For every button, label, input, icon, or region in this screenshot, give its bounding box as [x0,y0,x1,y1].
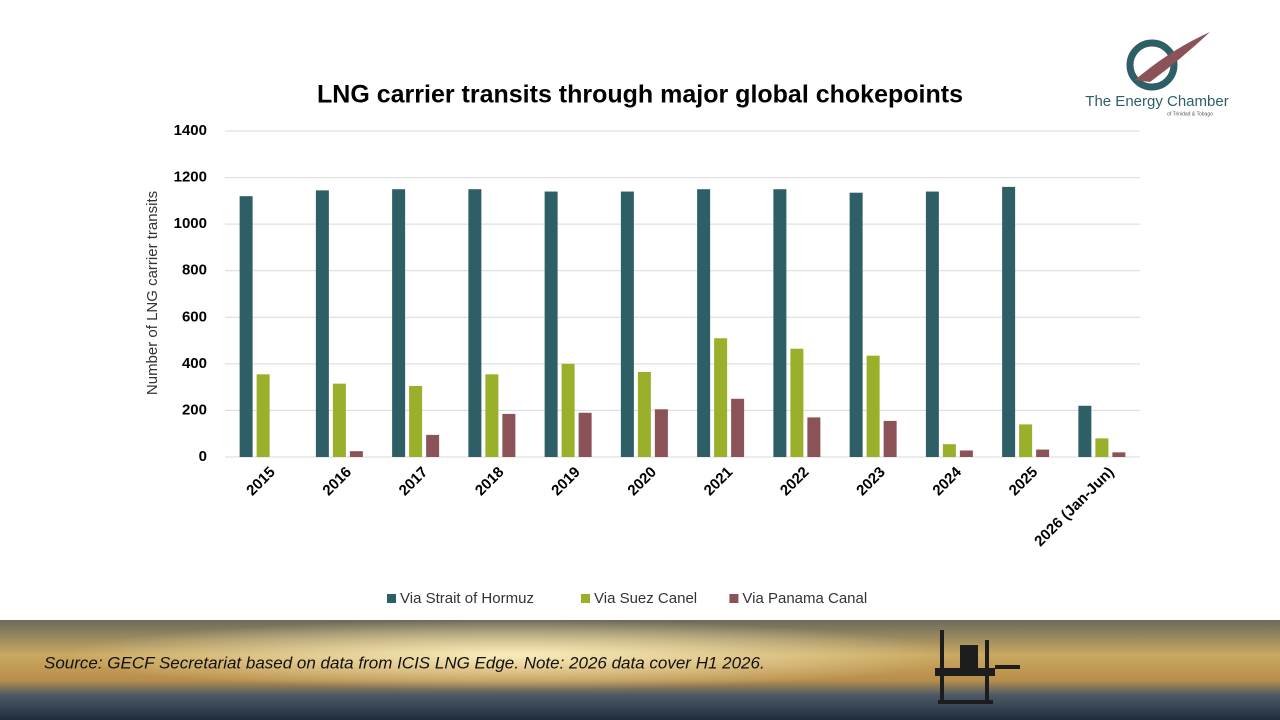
y-tick-label: 600 [182,308,207,325]
bar [349,451,363,457]
x-tick-label: 2020 [624,464,660,500]
bar [925,191,939,458]
bar [332,383,346,457]
x-tick-label: 2019 [548,464,584,500]
x-tick-label: 2016 [319,464,355,500]
x-tick-label: 2018 [472,464,508,500]
bar [468,189,482,457]
source-note: Source: GECF Secretariat based on data f… [44,653,765,672]
legend-swatch [581,594,590,603]
chart-title: LNG carrier transits through major globa… [317,81,963,109]
x-tick-label: 2023 [853,464,889,500]
bar [1002,186,1016,457]
bar [544,191,558,458]
bar [426,434,440,457]
bar [485,374,499,457]
bar [256,374,270,457]
legend-label: Via Strait of Hormuz [400,590,534,607]
bar [239,196,253,457]
bar [409,385,423,457]
x-tick-label: 2021 [701,464,737,500]
bar [807,417,821,457]
bar [866,355,880,457]
logo-name: The Energy Chamber [1085,93,1228,110]
bar [1095,438,1109,457]
bar [790,348,804,457]
bar [942,444,956,457]
x-tick-label: 2015 [243,464,279,500]
bar [502,413,516,457]
bar [561,363,575,457]
y-tick-label: 400 [182,355,207,372]
y-tick-label: 1000 [174,215,207,232]
bar [959,450,973,457]
y-tick-label: 0 [199,448,207,465]
bar [697,189,711,457]
y-tick-label: 200 [182,401,207,418]
bar [1078,405,1092,457]
legend-swatch [729,594,739,603]
oil-rig [935,630,1020,704]
x-tick-label: 2022 [777,464,813,500]
x-tick-label: 2017 [396,464,432,500]
y-axis-label: Number of LNG carrier transits [144,191,161,395]
bar [1112,452,1126,457]
x-tick-label: 2025 [1006,464,1042,500]
logo-ring [1126,39,1178,91]
legend-label: Via Panama Canal [742,590,867,607]
bar [849,192,863,457]
x-tick-label: 2024 [929,463,965,499]
bar [731,398,745,457]
bar [714,338,728,457]
banner-glow [0,620,1280,720]
bar [620,191,634,458]
legend-label: Via Suez Canel [594,590,697,607]
bar [883,420,897,457]
bar [578,412,592,457]
logo: The Energy Chamber of Trinidad & Tobago [1085,32,1229,117]
bar [637,372,651,457]
bar [773,189,787,457]
y-tick-label: 1400 [174,122,207,139]
bar [654,409,668,457]
logo-subtitle: of Trinidad & Tobago [1167,111,1213,117]
bar [1036,449,1050,457]
bar [392,189,406,457]
bar [1019,424,1033,457]
x-tick-label: 2026 (Jan-Jun) [1031,464,1117,550]
logo-swoosh [1135,32,1210,82]
y-tick-label: 1200 [174,169,207,186]
y-tick-label: 800 [182,262,207,279]
bar [315,190,329,457]
legend-swatch [387,594,396,603]
